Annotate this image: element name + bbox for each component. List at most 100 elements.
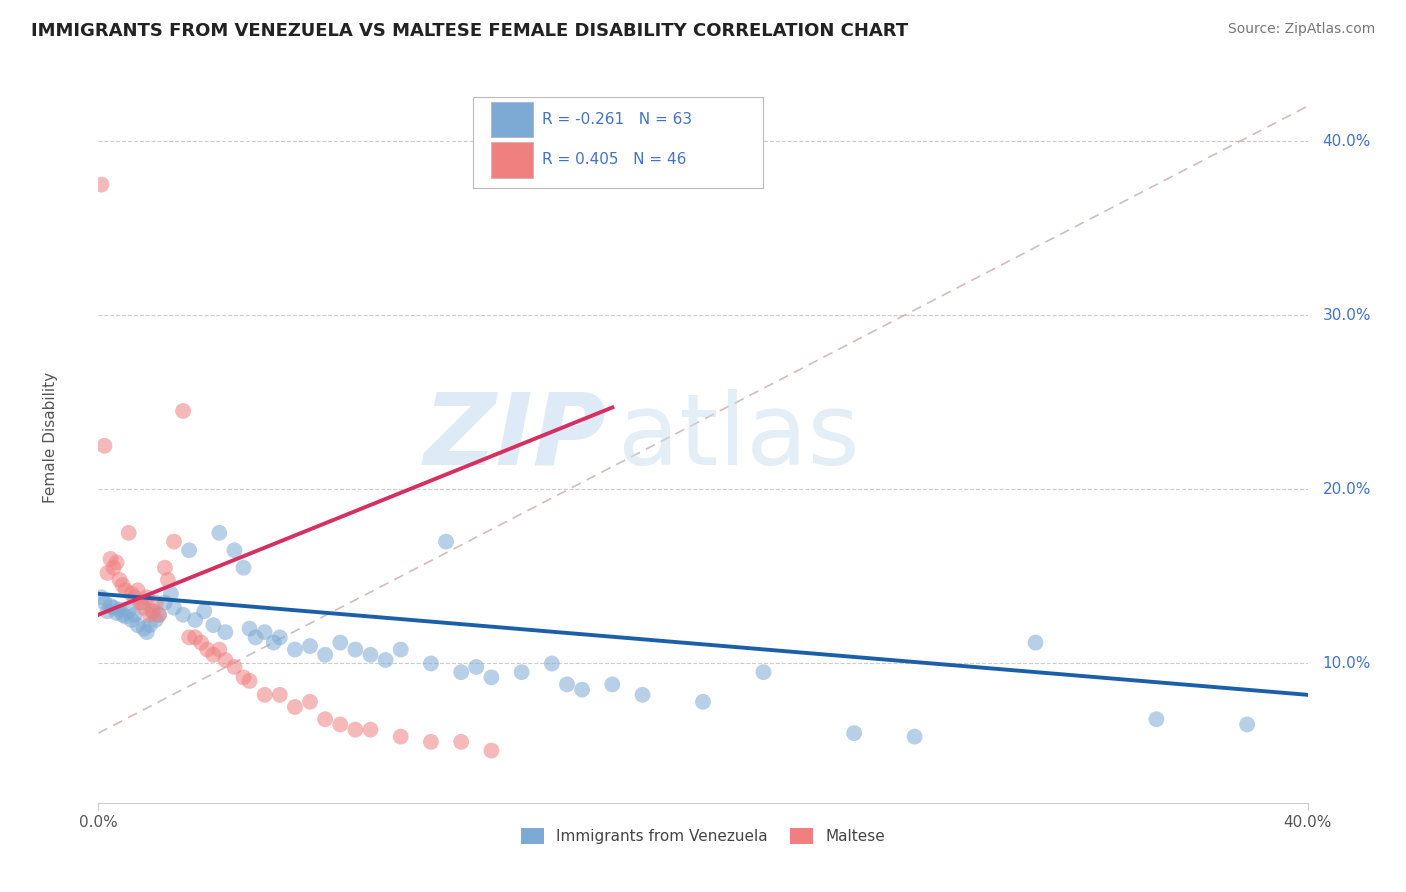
Point: [214, 625, 236, 640]
Point: [108, 602, 131, 616]
Point: [118, 604, 141, 618]
Point: [374, 653, 396, 667]
Point: [148, 607, 170, 622]
Point: [360, 648, 382, 662]
Point: [129, 595, 152, 609]
Point: [314, 712, 336, 726]
Point: [132, 600, 155, 615]
Text: IMMIGRANTS FROM VENEZUELA VS MALTESE FEMALE DISABILITY CORRELATION CHART: IMMIGRANTS FROM VENEZUELA VS MALTESE FEM…: [31, 22, 908, 40]
Point: [93, 439, 115, 453]
Point: [284, 700, 307, 714]
Point: [160, 587, 183, 601]
Point: [124, 607, 146, 622]
Point: [481, 743, 503, 757]
Point: [602, 677, 624, 691]
Legend: Immigrants from Venezuela, Maltese: Immigrants from Venezuela, Maltese: [515, 822, 891, 850]
Point: [163, 534, 186, 549]
Point: [96, 566, 118, 580]
Point: [269, 688, 291, 702]
Point: [752, 665, 775, 680]
Point: [153, 595, 176, 609]
Point: [179, 631, 201, 645]
Point: [153, 560, 176, 574]
Point: [420, 657, 443, 671]
Point: [96, 604, 118, 618]
Text: Female Disability: Female Disability: [42, 371, 58, 503]
Point: [1144, 712, 1167, 726]
Point: [172, 607, 194, 622]
Point: [202, 618, 225, 632]
Point: [465, 660, 488, 674]
Point: [184, 631, 207, 645]
Point: [232, 560, 254, 574]
Point: [208, 642, 231, 657]
Point: [124, 591, 146, 605]
Point: [100, 552, 122, 566]
Point: [253, 688, 276, 702]
Point: [329, 717, 352, 731]
Text: 10.0%: 10.0%: [1323, 656, 1371, 671]
Point: [103, 560, 125, 574]
Point: [90, 591, 112, 605]
Point: [263, 635, 285, 649]
Point: [360, 723, 382, 737]
Point: [100, 599, 122, 613]
Text: atlas: atlas: [619, 389, 860, 485]
Point: [172, 404, 194, 418]
Point: [510, 665, 533, 680]
Point: [314, 648, 336, 662]
FancyBboxPatch shape: [492, 102, 533, 137]
Point: [105, 556, 128, 570]
Point: [1024, 635, 1046, 649]
Point: [329, 635, 352, 649]
Point: [135, 625, 157, 640]
Point: [844, 726, 866, 740]
Point: [145, 595, 167, 609]
Text: 20.0%: 20.0%: [1323, 482, 1371, 497]
Point: [253, 625, 276, 640]
Point: [239, 622, 262, 636]
Point: [139, 618, 162, 632]
Point: [93, 595, 115, 609]
Point: [434, 534, 457, 549]
Point: [142, 604, 165, 618]
Text: R = -0.261   N = 63: R = -0.261 N = 63: [543, 112, 692, 127]
Point: [127, 583, 149, 598]
Point: [1236, 717, 1258, 731]
Point: [195, 642, 218, 657]
Point: [389, 730, 412, 744]
Point: [114, 609, 136, 624]
Point: [184, 613, 207, 627]
Point: [190, 635, 212, 649]
Point: [245, 631, 267, 645]
Point: [111, 578, 134, 592]
Point: [114, 583, 136, 598]
Point: [224, 543, 246, 558]
FancyBboxPatch shape: [474, 97, 763, 188]
Point: [105, 606, 128, 620]
Point: [121, 613, 143, 627]
Point: [90, 178, 112, 192]
Point: [299, 639, 322, 653]
Point: [904, 730, 927, 744]
Text: R = 0.405   N = 46: R = 0.405 N = 46: [543, 153, 686, 168]
Point: [139, 607, 162, 622]
Point: [540, 657, 562, 671]
Point: [420, 735, 443, 749]
Point: [132, 622, 155, 636]
Point: [631, 688, 654, 702]
Point: [344, 642, 367, 657]
Point: [111, 607, 134, 622]
Point: [284, 642, 307, 657]
Point: [571, 682, 593, 697]
Text: 40.0%: 40.0%: [1323, 134, 1371, 149]
Point: [692, 695, 714, 709]
Point: [148, 607, 170, 622]
Point: [108, 573, 131, 587]
Point: [389, 642, 412, 657]
FancyBboxPatch shape: [492, 142, 533, 178]
Point: [214, 653, 236, 667]
Point: [118, 525, 141, 540]
Point: [224, 660, 246, 674]
Point: [208, 525, 231, 540]
